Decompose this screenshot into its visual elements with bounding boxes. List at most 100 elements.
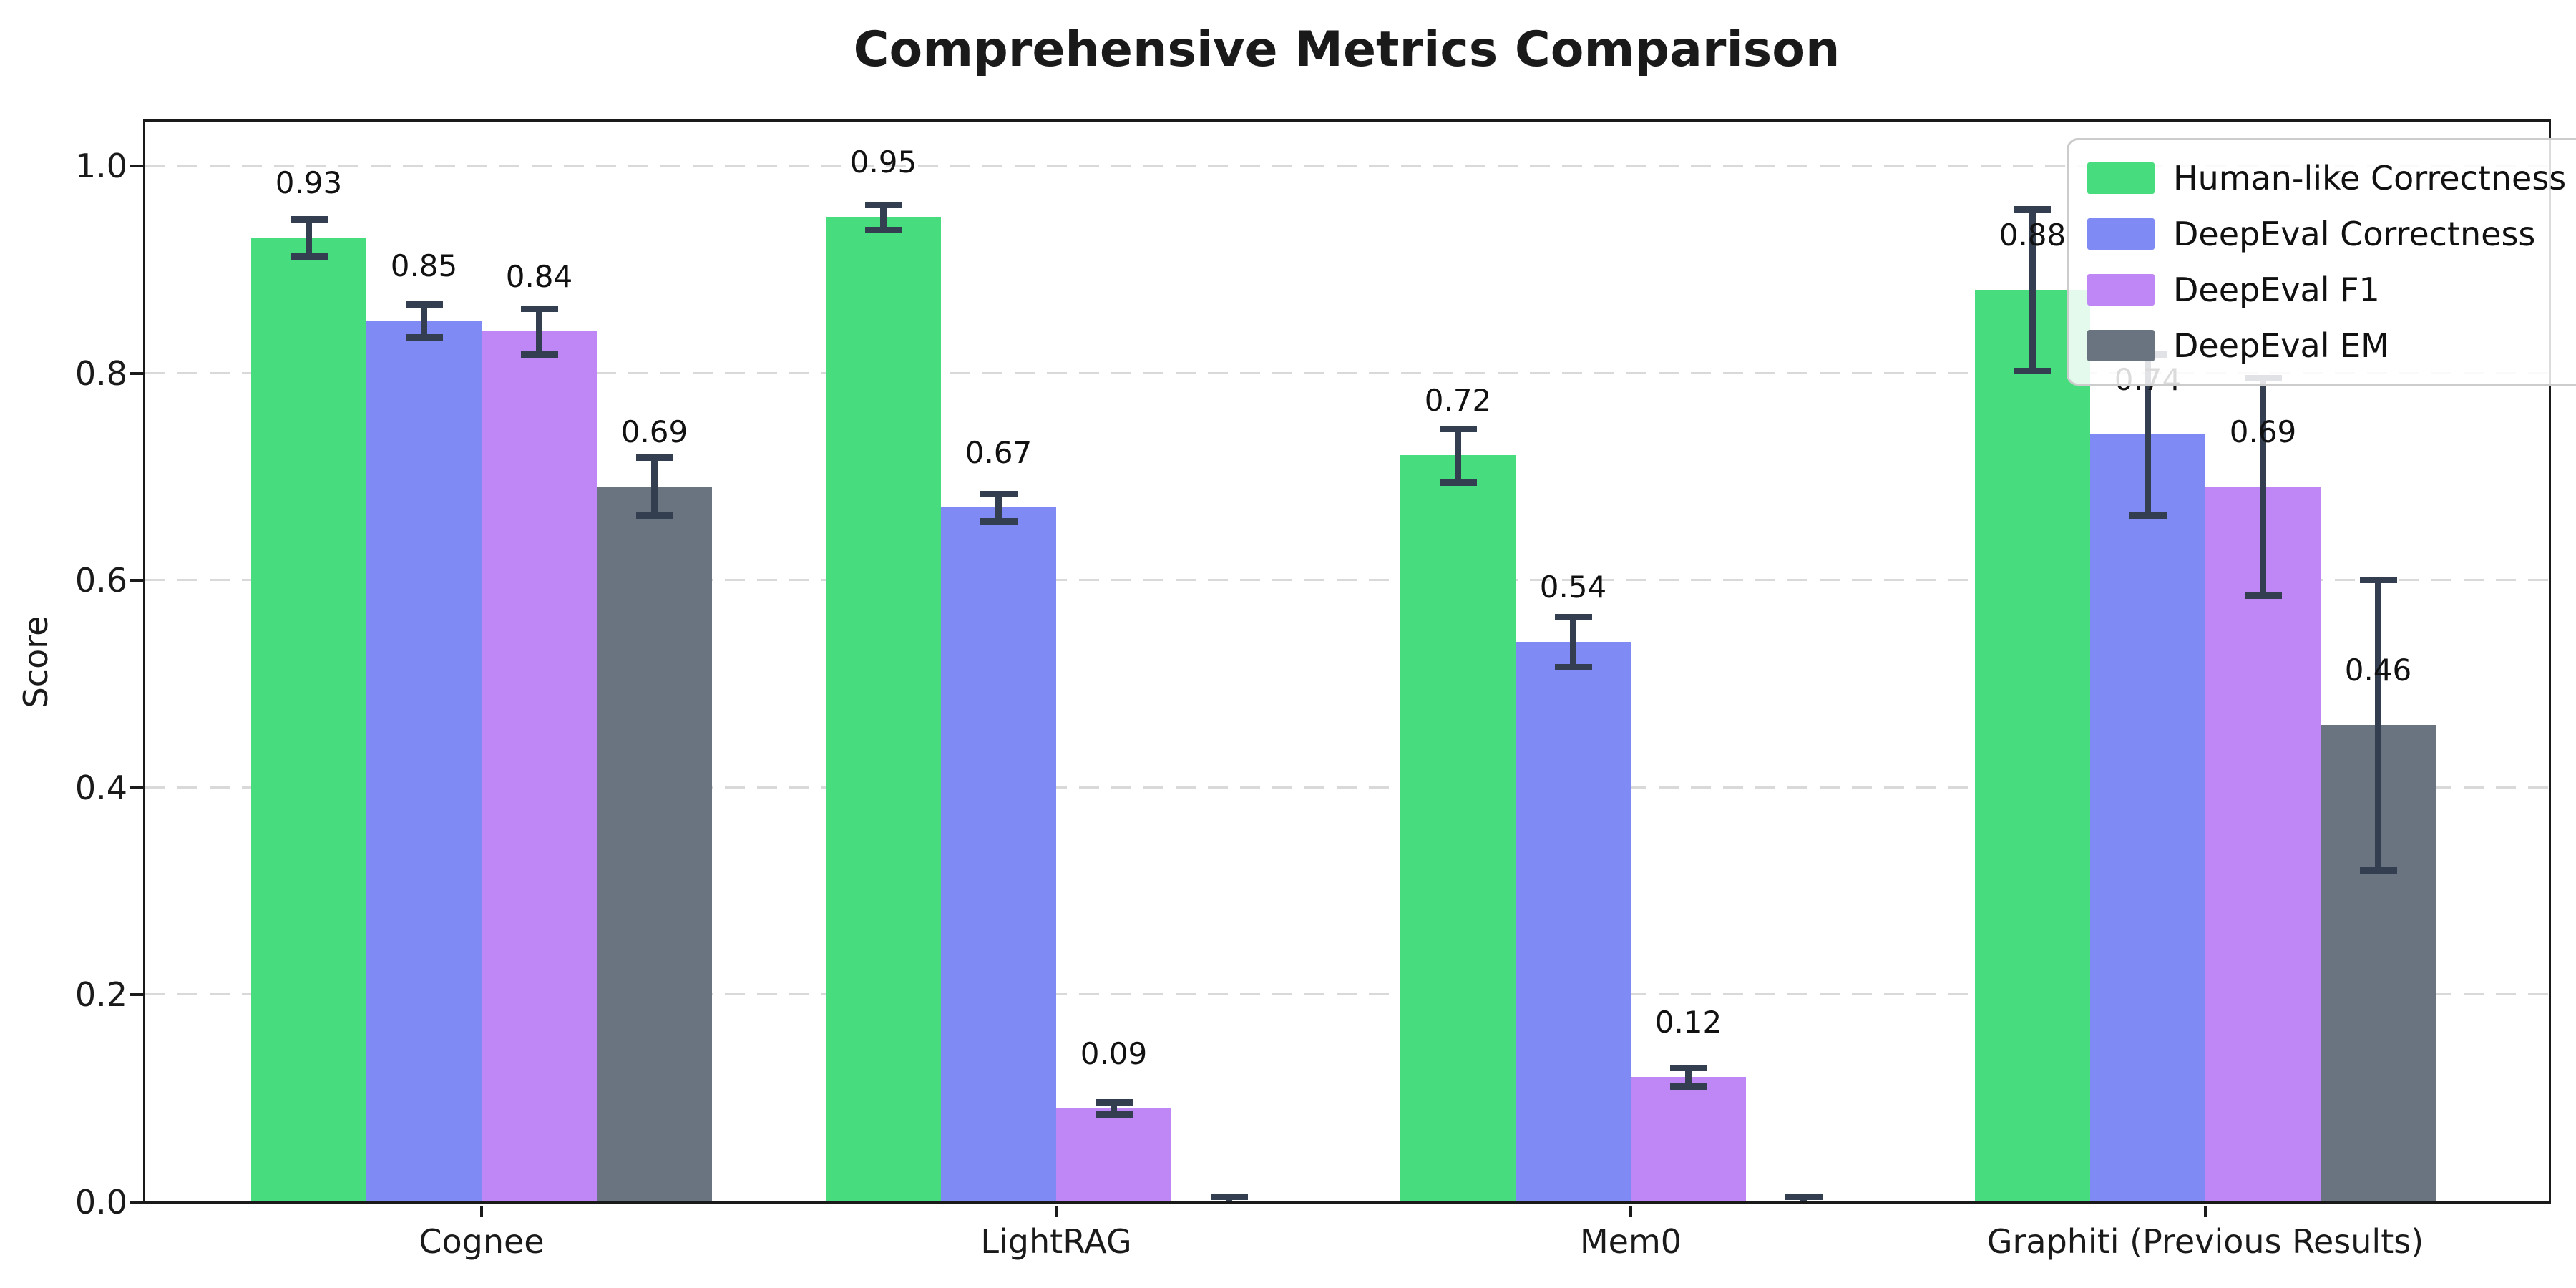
y-tick-mark: [130, 786, 143, 789]
error-cap-bottom: [520, 351, 558, 358]
error-cap-top: [405, 301, 443, 308]
y-tick-mark: [130, 993, 143, 997]
y-tick-mark: [130, 165, 143, 167]
value-label-deepeval-correctness-cognee: 0.85: [390, 248, 458, 284]
error-bar-human-like-correctness-mem0: [1455, 428, 1461, 483]
legend-item-human-like-correctness: Human-like Correctness: [2087, 157, 2566, 199]
error-cap-bottom: [2014, 367, 2051, 374]
error-cap-bottom: [2359, 867, 2397, 874]
error-cap-top: [1095, 1098, 1133, 1106]
error-cap-bottom: [980, 517, 1018, 525]
error-cap-top: [1210, 1193, 1248, 1200]
error-cap-top: [980, 491, 1018, 498]
value-label-deepeval-em-cognee: 0.69: [620, 414, 688, 449]
bar-deepeval-f1-lightrag: [1056, 1108, 1171, 1201]
error-cap-top: [290, 216, 328, 223]
value-label-deepeval-f1-lightrag: 0.09: [1080, 1035, 1148, 1071]
right-spine: [2549, 119, 2551, 1204]
error-cap-bottom: [290, 253, 328, 260]
bar-human-like-correctness-graphiti-previous-results: [1975, 289, 2090, 1201]
error-cap-bottom: [405, 334, 443, 341]
error-bar-deepeval-correctness-graphiti-previous-results: [2145, 353, 2151, 516]
error-cap-top: [2359, 577, 2397, 584]
x-tick-label-mem0: Mem0: [1579, 1222, 1682, 1261]
value-label-human-like-correctness-mem0: 0.72: [1424, 383, 1492, 419]
error-bar-human-like-correctness-cognee: [306, 219, 312, 257]
gridline: [145, 371, 2549, 374]
error-bar-deepeval-correctness-cognee: [421, 304, 427, 338]
error-cap-bottom: [2244, 592, 2282, 599]
error-bar-deepeval-em-graphiti-previous-results: [2375, 580, 2381, 870]
y-tick-label: 0.2: [74, 975, 127, 1015]
y-tick-mark: [130, 579, 143, 582]
value-label-human-like-correctness-cognee: 0.93: [275, 165, 343, 201]
error-cap-top: [2014, 205, 2051, 213]
error-cap-top: [635, 454, 673, 462]
legend-label: Human-like Correctness: [2173, 159, 2567, 197]
x-axis-line: [143, 1201, 2551, 1204]
legend-swatch-deepeval-em: [2087, 330, 2155, 361]
y-tick-mark: [130, 1201, 143, 1204]
value-label-deepeval-correctness-lightrag: 0.67: [965, 434, 1033, 470]
bar-deepeval-correctness-lightrag: [941, 507, 1056, 1201]
error-cap-top: [1554, 614, 1592, 621]
bar-deepeval-correctness-mem0: [1516, 642, 1631, 1201]
x-tick-label-lightrag: LightRAG: [980, 1222, 1132, 1261]
value-label-deepeval-em-graphiti-previous-results: 0.46: [2344, 652, 2412, 688]
x-tick-mark: [2204, 1206, 2207, 1217]
bar-deepeval-correctness-cognee: [366, 321, 482, 1201]
x-tick-mark: [480, 1206, 483, 1217]
gridline: [145, 993, 2549, 996]
error-bar-deepeval-f1-cognee: [536, 308, 542, 354]
left-spine: [143, 119, 145, 1204]
gridline: [145, 579, 2549, 582]
value-label-deepeval-f1-graphiti-previous-results: 0.69: [2229, 414, 2297, 449]
y-tick-label: 1.0: [74, 147, 127, 185]
bar-deepeval-em-cognee: [597, 486, 712, 1201]
error-cap-bottom: [2129, 512, 2167, 519]
bar-human-like-correctness-cognee: [251, 238, 366, 1201]
value-label-deepeval-f1-mem0: 0.12: [1654, 1005, 1722, 1040]
error-cap-bottom: [864, 226, 902, 233]
y-tick-label: 0.4: [74, 768, 127, 807]
error-bar-human-like-correctness-graphiti-previous-results: [2029, 208, 2036, 371]
error-bar-deepeval-em-cognee: [651, 457, 658, 516]
value-label-deepeval-correctness-mem0: 0.54: [1539, 570, 1607, 605]
value-label-human-like-correctness-graphiti-previous-results: 0.88: [1999, 217, 2067, 253]
error-cap-top: [1439, 425, 1477, 432]
bar-human-like-correctness-mem0: [1400, 455, 1516, 1201]
x-tick-label-graphiti-previous-results: Graphiti (Previous Results): [1986, 1222, 2424, 1261]
error-cap-bottom: [1095, 1111, 1133, 1118]
legend-item-deepeval-em: DeepEval EM: [2087, 325, 2566, 366]
y-tick-label: 0.0: [74, 1183, 127, 1221]
error-bar-deepeval-correctness-lightrag: [995, 494, 1002, 521]
x-tick-mark: [1055, 1206, 1058, 1217]
y-tick-label: 0.8: [74, 353, 127, 393]
legend-swatch-deepeval-f1: [2087, 274, 2155, 306]
bar-deepeval-f1-mem0: [1631, 1077, 1746, 1201]
gridline: [145, 165, 2549, 167]
error-cap-bottom: [635, 512, 673, 519]
value-label-deepeval-f1-cognee: 0.84: [505, 258, 573, 294]
error-bar-deepeval-correctness-mem0: [1570, 617, 1576, 667]
bar-deepeval-f1-graphiti-previous-results: [2205, 486, 2321, 1201]
value-label-human-like-correctness-lightrag: 0.95: [849, 145, 917, 180]
legend-swatch-deepeval-correctness: [2087, 218, 2155, 250]
error-cap-top: [520, 305, 558, 312]
legend-item-deepeval-f1: DeepEval F1: [2087, 269, 2566, 311]
x-tick-mark: [1629, 1206, 1632, 1217]
y-tick-label: 0.6: [74, 561, 127, 600]
error-cap-bottom: [1669, 1083, 1707, 1091]
error-cap-bottom: [1439, 479, 1477, 487]
x-tick-label-cognee: Cognee: [419, 1222, 545, 1261]
error-bar-deepeval-f1-lightrag: [1111, 1101, 1117, 1115]
legend-label: DeepEval Correctness: [2173, 215, 2536, 253]
bar-deepeval-correctness-graphiti-previous-results: [2090, 434, 2205, 1201]
error-bar-deepeval-f1-graphiti-previous-results: [2260, 377, 2266, 595]
legend-label: DeepEval F1: [2173, 270, 2380, 309]
error-bar-deepeval-f1-mem0: [1685, 1068, 1692, 1087]
legend-item-deepeval-correctness: DeepEval Correctness: [2087, 213, 2566, 255]
y-tick-mark: [130, 371, 143, 375]
bar-human-like-correctness-lightrag: [826, 217, 941, 1201]
